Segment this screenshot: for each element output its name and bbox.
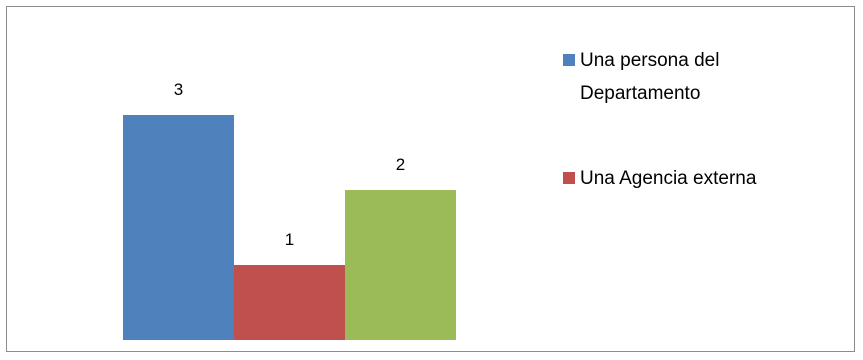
bar-agency — [234, 265, 345, 340]
legend-swatch-agency — [563, 172, 575, 184]
legend-label-dept-line2: Departamento — [580, 83, 700, 104]
legend: Una persona del Departamento Una Agencia… — [563, 50, 757, 189]
data-label-dept: 3 — [174, 80, 183, 99]
bars-group — [123, 115, 456, 340]
legend-swatch-dept — [563, 54, 575, 66]
bar-third — [345, 190, 456, 340]
legend-label-dept-line1: Una persona del — [580, 50, 719, 71]
data-label-agency: 1 — [285, 230, 294, 249]
data-labels-group: 3 1 2 — [174, 80, 405, 249]
bar-dept — [123, 115, 234, 340]
data-label-third: 2 — [396, 155, 405, 174]
legend-label-agency: Una Agencia externa — [580, 168, 757, 189]
